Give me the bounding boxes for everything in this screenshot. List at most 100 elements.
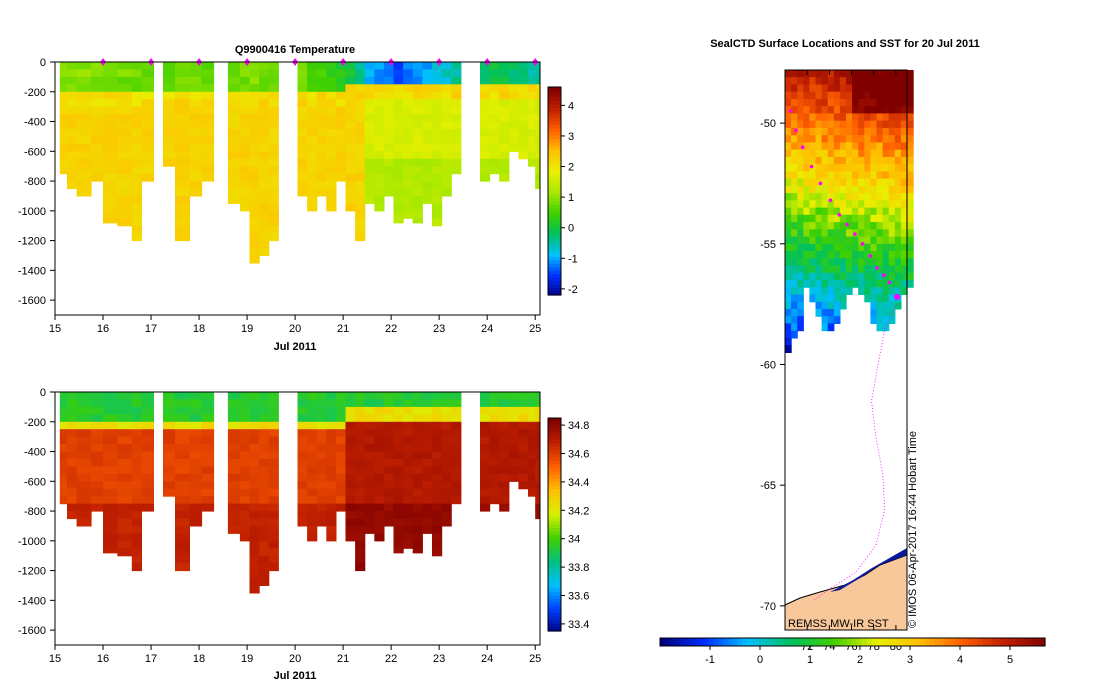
section-cell	[355, 99, 366, 108]
section-cell	[535, 143, 540, 152]
section-cell	[499, 503, 510, 512]
sst-cell	[839, 301, 847, 310]
section-cell	[103, 76, 118, 85]
section-cell	[307, 99, 318, 108]
section-cell	[76, 181, 92, 190]
sst-cell	[876, 120, 884, 129]
colorbar-swatch	[548, 246, 561, 251]
sst-cell	[821, 258, 829, 267]
section-cell	[489, 69, 500, 78]
section-cell	[201, 406, 215, 415]
section-cell	[189, 136, 203, 145]
section-cell	[131, 533, 142, 542]
section-cell	[175, 563, 190, 572]
colorbar-swatch	[548, 439, 561, 444]
section-cell	[297, 406, 308, 415]
section-cell	[403, 69, 414, 78]
section-cell	[307, 195, 318, 204]
sst-cell	[791, 214, 798, 223]
sst-cell	[791, 207, 798, 216]
sst-cell	[827, 99, 835, 107]
section-cell	[345, 129, 356, 137]
sst-cell	[864, 265, 871, 274]
section-cell	[76, 466, 92, 475]
section-cell	[189, 143, 203, 152]
section-cell	[335, 76, 347, 85]
section-cell	[175, 533, 190, 542]
section-cell	[239, 436, 251, 445]
section-cell	[422, 158, 433, 167]
sst-cell	[785, 214, 792, 223]
section-cell	[451, 69, 462, 78]
section-cell	[364, 62, 375, 70]
section-cell	[259, 136, 270, 145]
sst-colorbar-swatch	[789, 638, 796, 646]
section-cell	[374, 106, 385, 115]
section-cell	[355, 473, 366, 482]
sst-cell	[821, 323, 829, 332]
section-cell	[499, 436, 510, 445]
sst-cell	[785, 99, 792, 107]
sst-source-footnote: REMSS MW-IR SST	[788, 618, 889, 630]
section-cell	[227, 84, 241, 93]
section-cell	[326, 76, 337, 85]
section-cell	[374, 99, 385, 108]
section-cell	[383, 151, 395, 160]
section-cell	[441, 444, 452, 453]
section-cell	[76, 69, 92, 78]
section-cell	[175, 540, 190, 549]
section-cell	[307, 158, 318, 167]
section-cell	[239, 488, 251, 497]
section-cell	[117, 436, 133, 445]
section-cell	[451, 129, 462, 137]
section-cell	[432, 195, 443, 204]
sst-cell	[797, 229, 804, 238]
section-cell	[175, 225, 190, 234]
section-cell	[364, 76, 375, 85]
sst-cell	[809, 265, 817, 274]
section-cell	[316, 429, 327, 438]
sst-cell	[858, 251, 865, 259]
section-cell	[201, 173, 215, 182]
section-cell	[528, 151, 536, 160]
seal-surface-location	[828, 198, 833, 203]
section-cell	[451, 466, 462, 475]
sst-cell	[876, 316, 884, 324]
sst-cell	[797, 309, 804, 317]
sst-cell	[827, 323, 835, 332]
sst-cell	[894, 120, 902, 129]
section-cell	[508, 406, 519, 415]
sst-cell	[870, 207, 878, 216]
section-cell	[432, 121, 443, 130]
section-cell	[249, 511, 260, 520]
sst-cell	[809, 99, 817, 107]
section-cell	[91, 76, 104, 85]
section-cell	[355, 488, 366, 497]
section-cell	[364, 518, 375, 527]
map-latitude-axis: -50-55-60-65-70	[760, 118, 785, 613]
section-cell	[268, 91, 279, 100]
section-cell	[268, 459, 279, 467]
section-cell	[131, 151, 142, 160]
sst-cell	[827, 142, 835, 151]
sst-cell	[827, 222, 835, 230]
section-cell	[117, 429, 133, 438]
section-cell	[117, 136, 133, 145]
sst-cell	[907, 193, 914, 201]
sst-cell	[852, 207, 859, 216]
section-cell	[499, 151, 510, 160]
section-cell	[326, 444, 337, 453]
section-cell	[163, 158, 176, 167]
section-cell	[335, 91, 347, 100]
section-cell	[383, 91, 395, 100]
section-cell	[201, 451, 215, 460]
sst-cell	[900, 178, 908, 187]
section-cell	[422, 525, 433, 534]
section-cell	[499, 166, 510, 175]
section-cell	[335, 473, 347, 482]
section-cell	[239, 533, 251, 542]
sst-cell	[809, 207, 817, 216]
section-cell	[432, 451, 443, 460]
section-cell	[383, 129, 395, 137]
section-cell	[91, 166, 104, 175]
